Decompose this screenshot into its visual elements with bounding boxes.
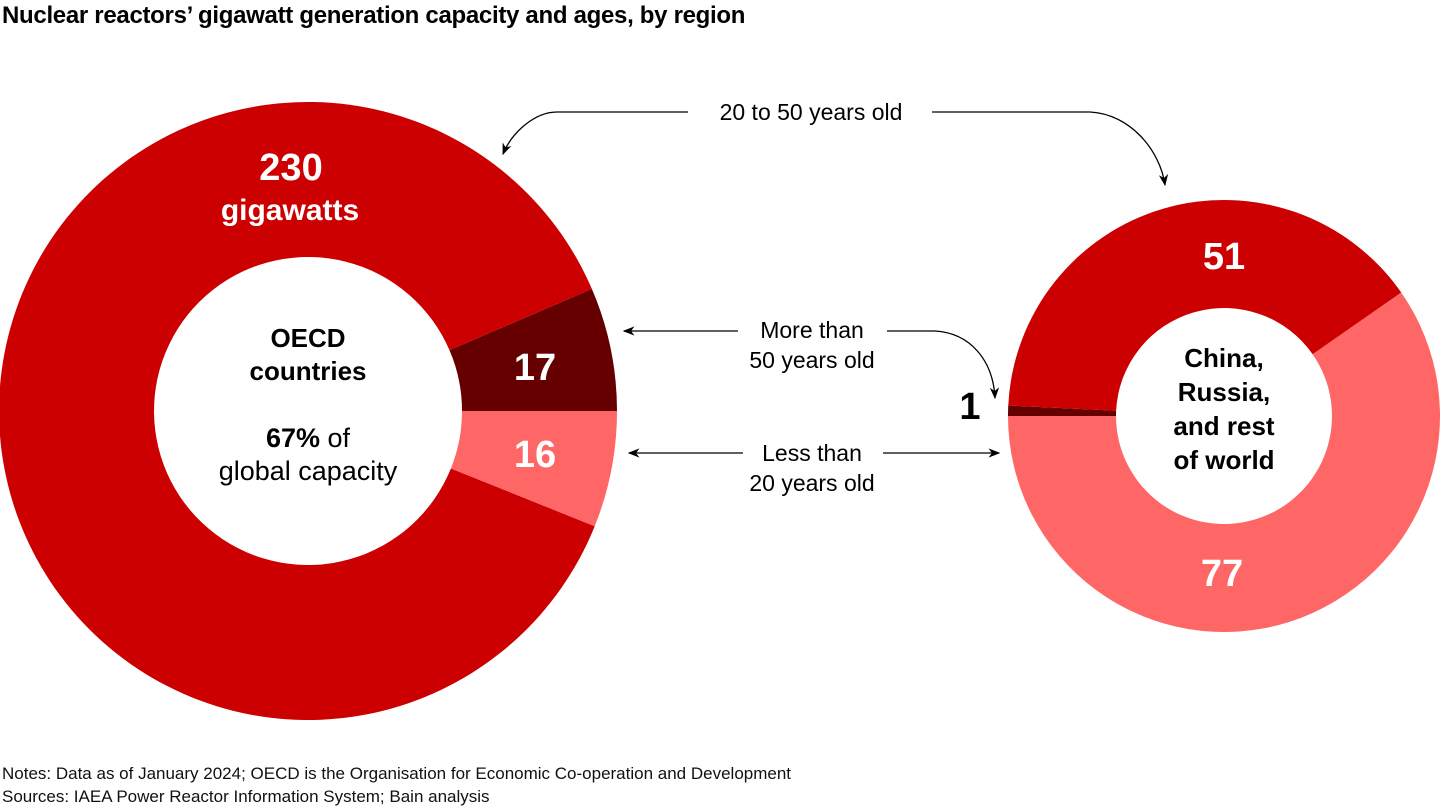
rest-slice-20-to-50-years-old xyxy=(1008,200,1402,411)
oecd-share-rest: of xyxy=(320,423,351,453)
chart-title: Nuclear reactors’ gigawatt generation ca… xyxy=(2,2,746,29)
arrow-mid-age-right xyxy=(932,111,1169,187)
rest-center-label-1: China, xyxy=(1184,343,1263,373)
oecd-share-line1: 67% of xyxy=(266,423,351,453)
oecd-center-label-2: countries xyxy=(249,356,366,386)
annotation-mid-age: 20 to 50 years old xyxy=(720,99,903,125)
annotation-young-line1: Less than xyxy=(762,440,862,466)
oecd-center-label-1: OECD xyxy=(270,323,345,353)
annotation-old-line1: More than xyxy=(760,317,864,343)
oecd-share-line2: global capacity xyxy=(219,456,398,486)
donut-rest xyxy=(1008,200,1440,633)
annotation-young-line2: 20 years old xyxy=(749,470,874,496)
oecd-slice-20-to-50-years-old xyxy=(0,102,595,720)
oecd-share-bold: 67% xyxy=(266,423,320,453)
oecd-slice-more-than-50-years-old xyxy=(449,288,617,411)
oecd-label-230: 230 xyxy=(259,147,322,189)
rest-center-label-3: and rest xyxy=(1173,411,1274,441)
rest-center-label-4: of world xyxy=(1173,445,1274,475)
annotation-old-line2: 50 years old xyxy=(749,347,874,373)
oecd-label-17: 17 xyxy=(514,347,556,389)
footer-sources: Sources: IAEA Power Reactor Information … xyxy=(2,787,490,806)
oecd-slice-less-than-20-years-old xyxy=(450,411,617,527)
rest-label-77: 77 xyxy=(1201,553,1243,595)
rest-label-51: 51 xyxy=(1203,236,1245,278)
rest-label-1: 1 xyxy=(959,386,980,428)
rest-center-label-2: Russia, xyxy=(1178,377,1271,407)
oecd-label-16: 16 xyxy=(514,434,556,476)
rest-slice-more-than-50-years-old xyxy=(1008,405,1117,416)
oecd-sublabel-gigawatts: gigawatts xyxy=(221,194,359,227)
arrow-old-right xyxy=(887,330,1000,400)
donut-oecd xyxy=(0,102,617,720)
arrow-mid-age-left xyxy=(502,111,688,156)
rest-slice-less-than-20-years-old xyxy=(1008,292,1440,633)
footer-notes: Notes: Data as of January 2024; OECD is … xyxy=(2,764,792,783)
